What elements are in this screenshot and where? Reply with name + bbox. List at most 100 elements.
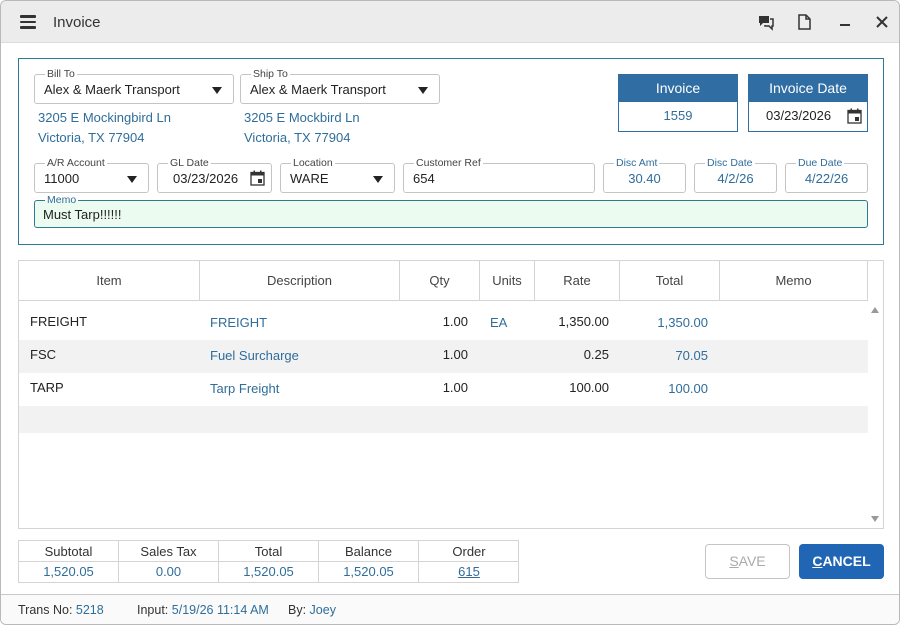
window-title: Invoice <box>53 14 101 31</box>
dropdown-arrow-icon[interactable] <box>127 176 137 183</box>
row-item: TARP <box>30 380 64 395</box>
sales-tax-value: 0.00 <box>155 564 182 579</box>
minimize-icon[interactable] <box>836 13 854 31</box>
column-header-item[interactable]: Item <box>19 261 200 301</box>
ship-to-label: Ship To <box>251 67 290 81</box>
document-icon[interactable] <box>795 13 813 31</box>
line-items-grid: Item Description Qty Units Rate Total Me… <box>18 260 884 529</box>
location-value: WARE <box>290 171 329 186</box>
memo-input[interactable]: Memo Must Tarp!!!!!! <box>34 193 868 228</box>
row-description[interactable]: Tarp Freight <box>210 381 280 396</box>
row-units[interactable]: EA <box>490 315 508 330</box>
due-date-value: 4/22/26 <box>804 171 849 186</box>
trans-no-status: Trans No: 5218 <box>18 603 104 617</box>
ship-to-address-line2: Victoria, TX 77904 <box>244 130 351 145</box>
save-button[interactable]: SAVE <box>705 544 790 579</box>
balance-value: 1,520.05 <box>343 564 394 579</box>
disc-amt-field[interactable]: Disc Amt 30.40 <box>603 156 686 193</box>
column-header-units[interactable]: Units <box>480 261 535 301</box>
balance-column: Balance 1,520.05 <box>319 541 419 582</box>
title-bar: Invoice <box>1 1 899 43</box>
invoice-number-header: Invoice <box>618 74 738 102</box>
column-header-memo[interactable]: Memo <box>720 261 868 301</box>
due-date-field[interactable]: Due Date 4/22/26 <box>785 156 868 193</box>
column-header-total[interactable]: Total <box>620 261 720 301</box>
table-row[interactable]: FSC Fuel Surcharge 1.00 0.25 70.05 <box>19 340 868 373</box>
disc-date-label: Disc Date <box>705 156 755 170</box>
gl-date-value: 03/23/2026 <box>173 171 239 186</box>
table-row-empty[interactable] <box>19 406 868 433</box>
table-row[interactable]: FREIGHT FREIGHT 1.00 EA 1,350.00 1,350.0… <box>19 305 868 338</box>
row-total: 100.00 <box>668 381 708 396</box>
row-total: 70.05 <box>675 348 708 363</box>
totals-table: Subtotal 1,520.05 Sales Tax 0.00 Total 1… <box>18 540 519 583</box>
row-item: FREIGHT <box>30 314 88 329</box>
order-column: Order 615 <box>419 541 519 582</box>
dropdown-arrow-icon[interactable] <box>418 87 428 94</box>
subtotal-value: 1,520.05 <box>43 564 94 579</box>
ship-to-value: Alex & Maerk Transport <box>250 82 386 97</box>
scroll-up-icon[interactable] <box>871 307 879 313</box>
input-label: Input: <box>137 603 169 617</box>
row-rate: 1,350.00 <box>558 314 609 329</box>
scroll-down-icon[interactable] <box>871 516 879 522</box>
row-description[interactable]: Fuel Surcharge <box>210 348 299 363</box>
total-label: Total <box>219 541 318 562</box>
calendar-icon[interactable] <box>250 170 265 186</box>
grid-scrollbar[interactable] <box>867 301 883 528</box>
disc-date-field[interactable]: Disc Date 4/2/26 <box>694 156 777 193</box>
disc-date-value: 4/2/26 <box>717 171 754 186</box>
row-qty: 1.00 <box>442 347 468 362</box>
invoice-header-panel <box>18 58 884 245</box>
ship-to-select[interactable]: Ship To Alex & Maerk Transport <box>240 67 440 104</box>
column-header-qty[interactable]: Qty <box>400 261 480 301</box>
row-description[interactable]: FREIGHT <box>210 315 268 330</box>
disc-amt-label: Disc Amt <box>614 156 660 170</box>
subtotal-label: Subtotal <box>19 541 118 562</box>
due-date-label: Due Date <box>796 156 845 170</box>
memo-value: Must Tarp!!!!!! <box>43 207 122 222</box>
customer-ref-value: 654 <box>413 171 435 186</box>
row-rate: 0.25 <box>583 347 609 362</box>
location-label: Location <box>291 156 335 170</box>
table-row[interactable]: TARP Tarp Freight 1.00 100.00 100.00 <box>19 373 868 406</box>
calendar-icon[interactable] <box>847 108 862 124</box>
trans-no-label: Trans No: <box>18 603 73 617</box>
row-item: FSC <box>30 347 56 362</box>
order-link[interactable]: 615 <box>458 564 480 579</box>
ar-account-select[interactable]: A/R Account 11000 <box>34 156 149 193</box>
by-label: By: <box>288 603 307 617</box>
trans-no-value: 5218 <box>75 603 104 617</box>
invoice-number-field[interactable]: 1559 <box>618 101 738 132</box>
row-qty: 1.00 <box>442 380 468 395</box>
by-status: By: Joey <box>288 603 336 617</box>
by-value: Joey <box>309 603 336 617</box>
sales-tax-label: Sales Tax <box>119 541 218 562</box>
column-header-rate[interactable]: Rate <box>535 261 620 301</box>
dropdown-arrow-icon[interactable] <box>373 176 383 183</box>
location-select[interactable]: Location WARE <box>280 156 395 193</box>
disc-amt-value: 30.40 <box>628 171 661 186</box>
chat-icon[interactable] <box>757 13 775 31</box>
invoice-date-value: 03/23/2026 <box>766 108 832 123</box>
menu-icon[interactable] <box>20 15 36 29</box>
grid-header: Item Description Qty Units Rate Total Me… <box>19 261 868 301</box>
gl-date-field[interactable]: GL Date 03/23/2026 <box>157 156 272 193</box>
close-icon[interactable] <box>873 13 891 31</box>
sales-tax-column: Sales Tax 0.00 <box>119 541 219 582</box>
bill-to-address: 3205 E Mockingbird Ln Victoria, TX 77904 <box>38 108 171 148</box>
row-total: 1,350.00 <box>657 315 708 330</box>
memo-label: Memo <box>45 193 79 207</box>
invoice-date-field[interactable]: 03/23/2026 <box>748 101 868 132</box>
gl-date-label: GL Date <box>168 156 211 170</box>
total-column: Total 1,520.05 <box>219 541 319 582</box>
ar-account-label: A/R Account <box>45 156 107 170</box>
bill-to-address-line2: Victoria, TX 77904 <box>38 130 145 145</box>
customer-ref-input[interactable]: Customer Ref 654 <box>403 156 595 193</box>
invoice-date-header: Invoice Date <box>748 74 868 102</box>
dropdown-arrow-icon[interactable] <box>212 87 222 94</box>
bill-to-select[interactable]: Bill To Alex & Maerk Transport <box>34 67 234 104</box>
column-header-description[interactable]: Description <box>200 261 400 301</box>
cancel-button[interactable]: CANCEL <box>799 544 884 579</box>
